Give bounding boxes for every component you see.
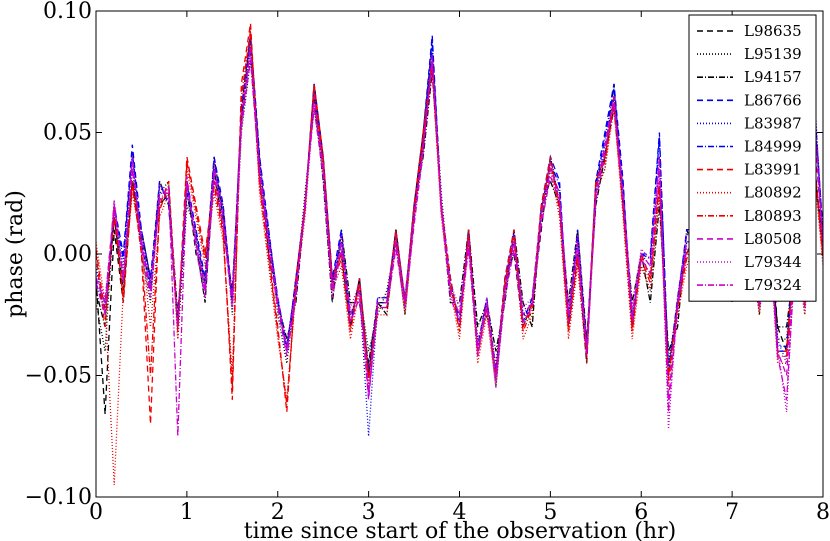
legend-label: L95139 <box>744 45 802 63</box>
legend-label: L80892 <box>744 184 802 202</box>
legend: L98635 L95139 L94157 L86766 L83987 L84999 L839… <box>688 14 817 302</box>
y-tick-label: −0.10 <box>25 485 92 510</box>
x-tick-label: 8 <box>816 500 830 525</box>
legend-label: L94157 <box>744 68 802 86</box>
tick-layer: 0 1 2 3 4 5 6 7 8 −0.10 −0.05 0.00 0.05 0.10 <box>25 0 830 525</box>
y-tick-label: 0.10 <box>43 0 92 24</box>
series-line-l80892 <box>96 35 823 485</box>
x-axis-label: time since start of the observation (hr) <box>244 519 676 541</box>
x-tick-label: 5 <box>543 500 557 525</box>
series-line-l79324 <box>96 54 823 437</box>
x-tick-label: 6 <box>634 500 648 525</box>
x-tick-label: 3 <box>362 500 376 525</box>
legend-label: L80893 <box>744 207 802 225</box>
legend-label: L86766 <box>744 91 802 109</box>
legend-label: L83987 <box>744 114 802 132</box>
legend-label: L98635 <box>744 22 802 40</box>
legend-label: L84999 <box>744 138 802 156</box>
y-tick-label: 0.05 <box>43 121 92 146</box>
x-tick-label: 4 <box>453 500 467 525</box>
legend-label: L83991 <box>744 161 802 179</box>
x-tick-label: 7 <box>725 500 739 525</box>
y-axis-label: phase (rad) <box>3 190 28 318</box>
y-tick-label: 0.00 <box>43 242 92 267</box>
y-tick-label: −0.05 <box>25 364 92 389</box>
legend-label: L80508 <box>744 230 802 248</box>
x-tick-label: 1 <box>180 500 194 525</box>
x-tick-label: 0 <box>89 500 103 525</box>
x-tick-label: 2 <box>271 500 285 525</box>
legend-label: L79344 <box>744 253 802 271</box>
legend-box <box>688 14 817 302</box>
legend-label: L79324 <box>744 276 802 294</box>
